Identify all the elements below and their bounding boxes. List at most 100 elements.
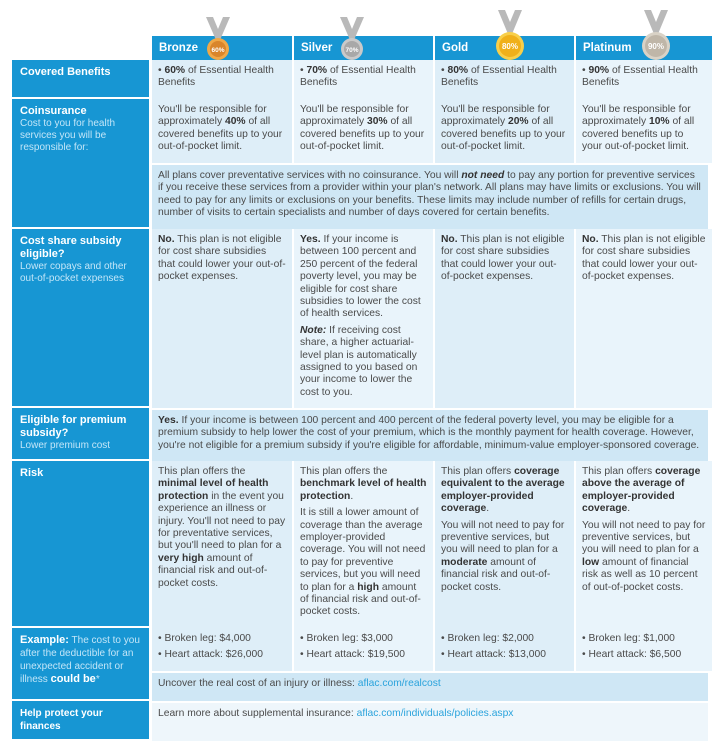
text-segment: This plan offers the [158, 466, 246, 477]
text-segment: No. [582, 234, 599, 245]
paragraph: You will not need to pay for preventive … [582, 520, 706, 594]
row-title: Example: [20, 634, 69, 646]
paragraph: No. This plan is not eligible for cost s… [582, 234, 706, 284]
row-title: Help protect your finances [20, 708, 103, 732]
row-title: Coinsurance [20, 105, 87, 117]
text-segment: This plan offers [582, 466, 656, 477]
paragraph: This plan offers the benchmark level of … [300, 466, 427, 503]
paragraph: You will not need to pay for preventive … [441, 520, 568, 594]
paragraph: Yes. If your income is between 100 perce… [300, 234, 427, 321]
plan-name: Gold [442, 42, 469, 54]
text-segment: Yes. [158, 415, 179, 426]
text-segment: You'll be responsible for approximately [158, 104, 267, 128]
text-segment: low [582, 556, 600, 568]
text-segment: Yes. [300, 234, 321, 245]
text-segment: 10% [648, 116, 670, 128]
text-segment: very high [158, 552, 204, 564]
text-segment: benchmark level of health protection [300, 478, 427, 502]
text-segment: amount of financial risk and out-of-pock… [158, 552, 268, 589]
plan-name: Bronze [159, 42, 198, 54]
example-cell-platinum: • Broken leg: $1,000 • Heart attack: $6,5… [576, 628, 712, 671]
text-segment: 70% [306, 65, 328, 76]
row-title: Eligible for premium subsidy? [20, 414, 127, 439]
text-segment: If receiving cost share, a higher actuar… [300, 324, 418, 398]
covered-cell-platinum: • 90% of Essential Health Benefits [576, 60, 712, 99]
paragraph: • Heart attack: $19,500 [300, 649, 427, 661]
text-segment: • [300, 65, 307, 76]
covered-cell-gold: • 80% of Essential Health Benefits [435, 60, 574, 99]
example-shared-note: Uncover the real cost of an injury or il… [152, 673, 708, 701]
row-subtitle: Lower premium cost [20, 440, 111, 451]
text-segment: This plan is not eligible for cost share… [441, 234, 565, 283]
example-cell-gold: • Broken leg: $2,000 • Heart attack: $13,… [435, 628, 574, 671]
paragraph: Note: If receiving cost share, a higher … [300, 325, 427, 399]
text-segment: in the event you experience an illness o… [158, 490, 286, 552]
risk-cell-bronze: This plan offers the minimal level of he… [152, 461, 292, 628]
paragraph: • 80% of Essential Health Benefits [441, 65, 568, 90]
row-label-covered: Covered Benefits [12, 60, 149, 97]
text-segment: of Essential Health Benefits [300, 65, 416, 89]
text-segment: You'll be responsible for approximately [441, 104, 550, 128]
medal-icon: 60% [206, 17, 230, 60]
paragraph: This plan offers the minimal level of he… [158, 466, 286, 590]
row-title: Covered Benefits [20, 66, 111, 78]
text-segment: This plan is not eligible for cost share… [158, 234, 286, 283]
text-segment: to pay any portion for preventive servic… [158, 170, 701, 219]
paragraph: You'll be responsible for approximately … [582, 104, 706, 154]
row-subtitle: * [95, 674, 100, 685]
paragraph: This plan offers coverage equivalent to … [441, 466, 568, 516]
text-segment: No. [441, 234, 458, 245]
row-subtitle: could be [50, 673, 96, 685]
text-segment: coverage above the average of employer-p… [582, 466, 701, 515]
paragraph: • 60% of Essential Health Benefits [158, 65, 286, 90]
text-segment: This plan offers [441, 466, 515, 477]
costshare-cell-bronze: No. This plan is not eligible for cost s… [152, 229, 292, 408]
text-segment: minimal level of health protection [158, 478, 269, 502]
text-segment: 40% [224, 116, 246, 128]
text-segment: • Broken leg: $4,000 [158, 633, 251, 644]
text-segment: • Heart attack: $26,000 [158, 649, 263, 661]
coinsurance-cell-bronze: You'll be responsible for approximately … [152, 99, 292, 163]
paragraph: Yes. If your income is between 100 perce… [158, 415, 702, 452]
covered-cell-silver: • 70% of Essential Health Benefits [294, 60, 433, 99]
text-segment: You'll be responsible for approximately [582, 104, 691, 128]
medal-percent: 70% [345, 47, 358, 54]
medal-percent: 90% [648, 42, 664, 51]
text-segment: You will not need to pay for preventive … [441, 519, 565, 556]
link[interactable]: aflac.com/individuals/policies.aspx [356, 708, 514, 719]
text-segment: of all covered benefits up to your out-o… [441, 116, 566, 153]
text-segment: • Heart attack: $13,000 [441, 649, 546, 661]
text-segment: • [582, 65, 589, 76]
row-label-coinsurance: Coinsurance Cost to you for health servic… [12, 99, 149, 227]
medal-icon: 80% [496, 10, 524, 60]
text-segment: of Essential Health Benefits [582, 65, 698, 89]
text-segment: not need [461, 170, 505, 181]
paragraph: You'll be responsible for approximately … [300, 104, 427, 154]
row-label-risk: Risk [12, 461, 149, 626]
text-segment: . [486, 503, 490, 515]
help-shared-note: Learn more about supplemental insurance:… [152, 703, 708, 741]
paragraph: • Broken leg: $2,000 [441, 633, 568, 645]
paragraph: Learn more about supplemental insurance:… [158, 708, 702, 720]
text-segment: Learn more about supplemental insurance: [158, 708, 357, 719]
row-title: Risk [20, 467, 44, 479]
text-segment: No. [158, 234, 175, 245]
text-segment: of all covered benefits up to your out-o… [582, 116, 695, 153]
example-cell-silver: • Broken leg: $3,000 • Heart attack: $19,… [294, 628, 433, 671]
risk-cell-gold: This plan offers coverage equivalent to … [435, 461, 574, 628]
coinsurance-cell-gold: You'll be responsible for approximately … [435, 99, 574, 163]
row-label-example: Example: The cost to you after the deduc… [12, 628, 149, 699]
text-segment: If your income is between 100 percent an… [158, 415, 700, 451]
link[interactable]: aflac.com/realcost [357, 678, 441, 689]
costshare-cell-gold: No. This plan is not eligible for cost s… [435, 229, 574, 408]
text-segment: • Heart attack: $6,500 [582, 649, 682, 661]
text-segment: of Essential Health Benefits [441, 65, 557, 89]
text-segment: If your income is between 100 percent an… [300, 234, 421, 320]
text-segment: high [357, 581, 379, 593]
text-segment: You will not need to pay for preventive … [582, 519, 706, 556]
row-title: Cost share subsidy eligible? [20, 235, 122, 260]
medal-icon: 90% [642, 10, 670, 60]
text-segment: amount of financial risk and out-of-pock… [300, 581, 421, 618]
covered-cell-bronze: • 60% of Essential Health Benefits [152, 60, 292, 99]
text-segment: Uncover the real cost of an injury or il… [158, 678, 358, 689]
